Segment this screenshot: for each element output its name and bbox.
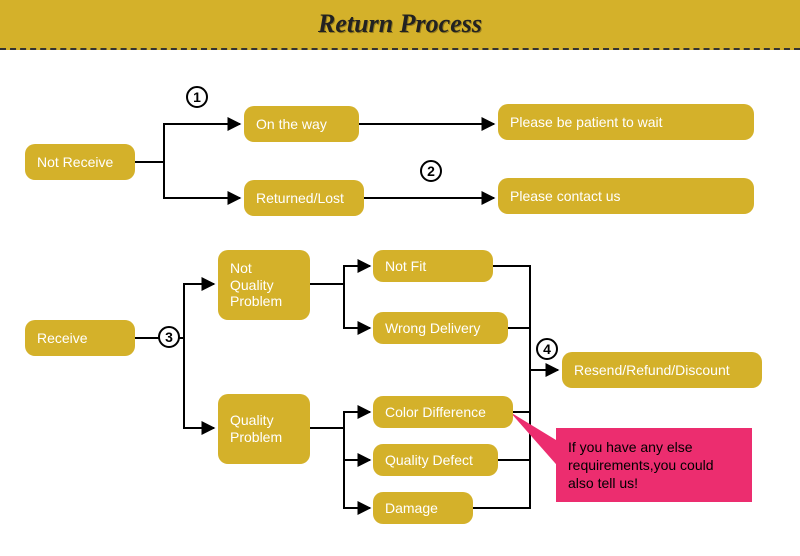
- node-on_the_way: On the way: [244, 106, 359, 142]
- edge: [473, 370, 530, 508]
- edge: [310, 428, 370, 460]
- header-banner: Return Process: [0, 0, 800, 50]
- step-number-4: 4: [536, 338, 558, 360]
- edge: [310, 266, 370, 284]
- node-quality: Quality Problem: [218, 394, 310, 464]
- flowchart-canvas: Not Receive On the way Returned/Lost Please…: [0, 50, 800, 556]
- node-receive: Receive: [25, 320, 135, 356]
- node-returned_lost: Returned/Lost: [244, 180, 364, 216]
- edge: [310, 428, 370, 508]
- node-patient_wait: Please be patient to wait: [498, 104, 754, 140]
- node-not_quality: Not Quality Problem: [218, 250, 310, 320]
- edge: [135, 162, 240, 198]
- node-contact_us: Please contact us: [498, 178, 754, 214]
- edge: [310, 412, 370, 428]
- header-title: Return Process: [318, 9, 482, 39]
- node-quality_defect: Quality Defect: [373, 444, 498, 476]
- step-number-2: 2: [420, 160, 442, 182]
- callout-bubble: If you have any else requirements,you co…: [556, 428, 752, 502]
- step-number-3: 3: [158, 326, 180, 348]
- edge: [135, 124, 240, 162]
- step-number-1: 1: [186, 86, 208, 108]
- edge: [135, 338, 214, 428]
- node-damage: Damage: [373, 492, 473, 524]
- node-resend: Resend/Refund/Discount: [562, 352, 762, 388]
- node-not_fit: Not Fit: [373, 250, 493, 282]
- node-color_diff: Color Difference: [373, 396, 513, 428]
- edge: [310, 284, 370, 328]
- node-not_receive: Not Receive: [25, 144, 135, 180]
- node-wrong_delivery: Wrong Delivery: [373, 312, 508, 344]
